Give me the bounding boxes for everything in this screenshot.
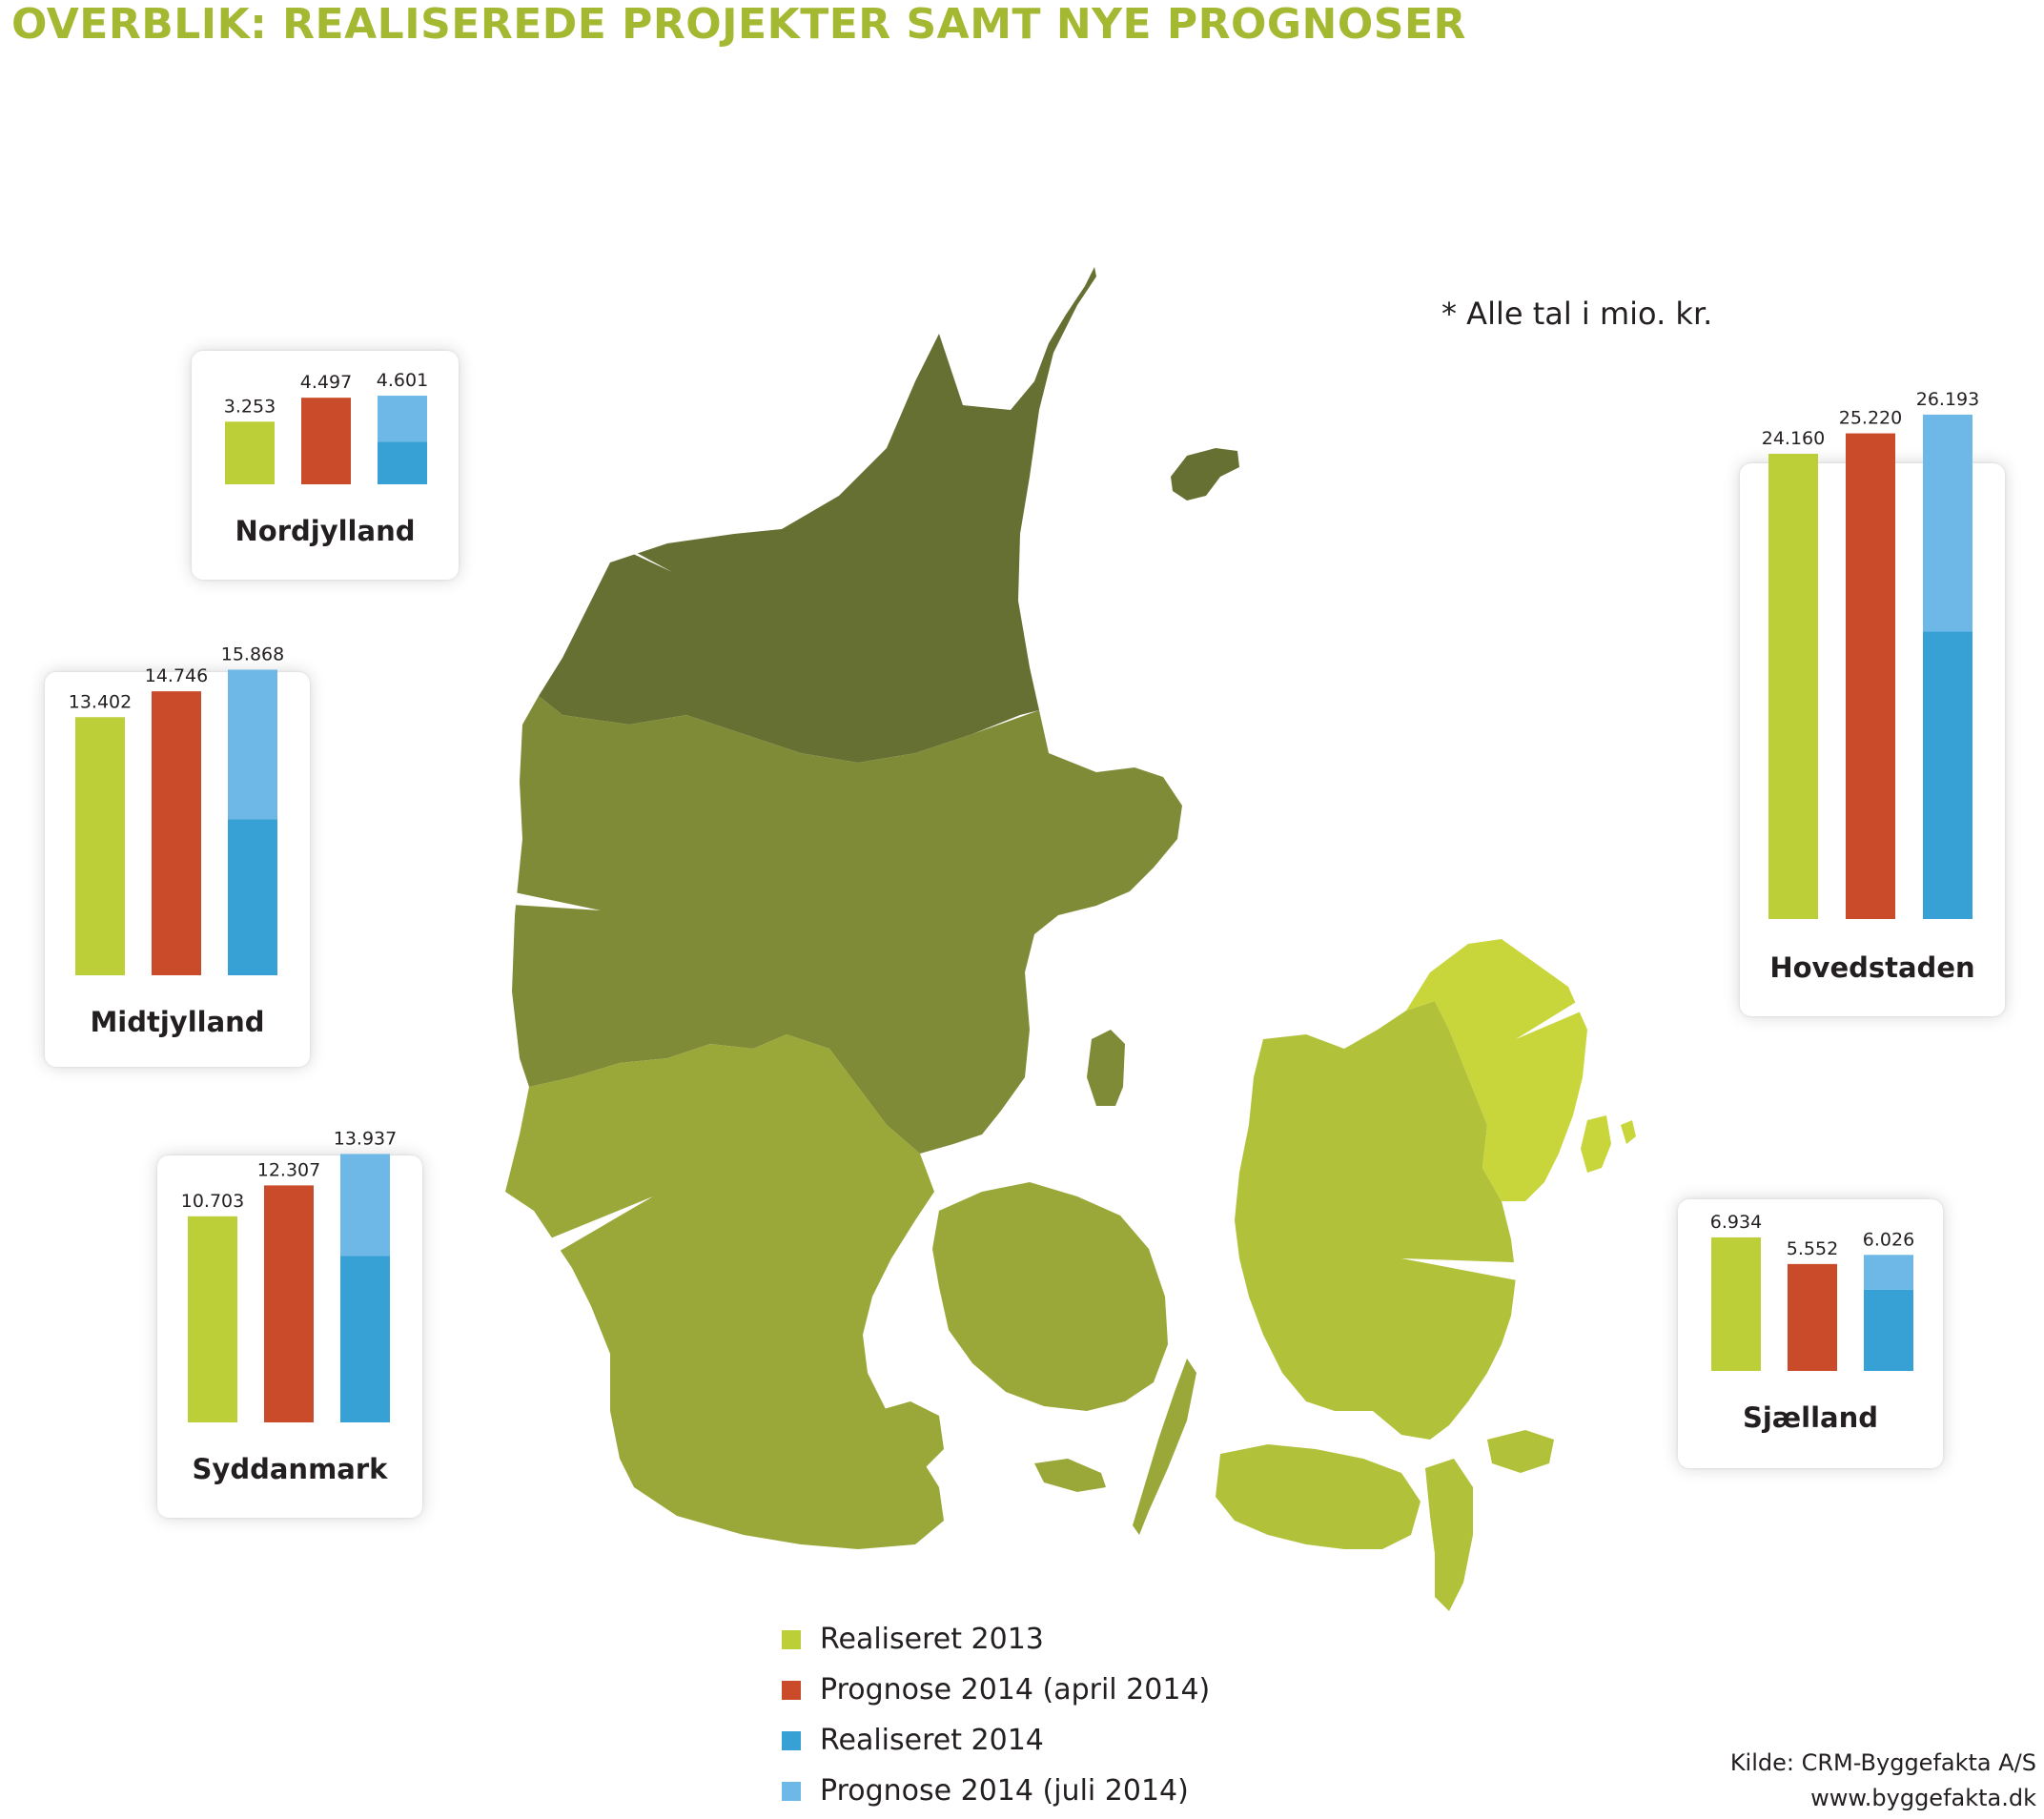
bar-hovedstaden-prognose-april-2014 bbox=[1846, 433, 1895, 919]
bars-hovedstaden: 24.160 25.220 26.193 bbox=[1762, 389, 1979, 919]
pointer-nordjylland bbox=[443, 448, 672, 572]
pointer-hovedstaden bbox=[1516, 901, 1740, 1039]
page-title: OVERBLIK: REALISEREDE PROJEKTER SAMT NYE… bbox=[11, 0, 1466, 49]
value-label-sjaelland: 6.934 bbox=[1710, 1212, 1762, 1233]
value-label-midtjylland: 15.868 bbox=[221, 644, 284, 664]
unit-note: * Alle tal i mio. kr. bbox=[1441, 296, 1713, 332]
bar-midtjylland-prognose-april-2014 bbox=[152, 691, 201, 975]
island-laesoe bbox=[1171, 448, 1239, 501]
bar-nordjylland-prognose-juli-2014 bbox=[378, 396, 427, 442]
island-lolland bbox=[1216, 1444, 1421, 1549]
value-label-midtjylland: 13.402 bbox=[69, 691, 132, 712]
legend-swatch bbox=[782, 1630, 801, 1649]
legend-label: Realiseret 2013 bbox=[820, 1623, 1044, 1656]
bar-syddanmark-realiseret-2013 bbox=[188, 1216, 237, 1422]
bar-syddanmark-prognose-juli-2014 bbox=[340, 1154, 390, 1257]
bar-midtjylland-realiseret-2014 bbox=[228, 819, 277, 975]
bar-sjaelland-prognose-april-2014 bbox=[1788, 1263, 1837, 1371]
bar-nordjylland-realiseret-2013 bbox=[225, 421, 275, 484]
legend-label: Realiseret 2014 bbox=[820, 1724, 1044, 1757]
panel-title-syddanmark: Syddanmark bbox=[192, 1453, 388, 1485]
value-label-sjaelland: 6.026 bbox=[1863, 1229, 1914, 1250]
pointer-sjaelland bbox=[1401, 1258, 1678, 1311]
panel-nordjylland: 3.253 4.497 4.601 Nordjylland bbox=[192, 351, 459, 580]
value-label-nordjylland: 4.601 bbox=[377, 370, 428, 391]
panel-title-nordjylland: Nordjylland bbox=[235, 515, 416, 547]
island-amager bbox=[1581, 1115, 1611, 1173]
bar-nordjylland-prognose-april-2014 bbox=[301, 398, 351, 484]
legend-swatch bbox=[782, 1681, 801, 1700]
bar-hovedstaden-realiseret-2013 bbox=[1768, 453, 1818, 919]
bar-hovedstaden-realiseret-2014 bbox=[1923, 631, 1972, 919]
value-label-nordjylland: 3.253 bbox=[224, 396, 276, 417]
island-moen bbox=[1487, 1430, 1554, 1473]
panel-title-sjaelland: Sjælland bbox=[1742, 1401, 1879, 1434]
value-label-hovedstaden: 25.220 bbox=[1839, 408, 1902, 429]
bar-hovedstaden-prognose-juli-2014 bbox=[1923, 414, 1972, 632]
bar-midtjylland-prognose-juli-2014 bbox=[228, 669, 277, 820]
value-label-hovedstaden: 24.160 bbox=[1762, 428, 1825, 449]
bar-midtjylland-realiseret-2013 bbox=[75, 717, 125, 975]
source-line-1: Kilde: CRM-Byggefakta A/S bbox=[1729, 1749, 2036, 1776]
region-midtjylland bbox=[512, 696, 1182, 1154]
region-fyn bbox=[932, 1182, 1168, 1411]
value-label-syddanmark: 10.703 bbox=[181, 1191, 244, 1212]
bar-sjaelland-realiseret-2014 bbox=[1864, 1289, 1913, 1371]
bar-syddanmark-prognose-april-2014 bbox=[264, 1185, 314, 1422]
bar-syddanmark-realiseret-2014 bbox=[340, 1256, 390, 1422]
panel-syddanmark: 10.703 12.307 13.937 Syddanmark bbox=[157, 1128, 422, 1518]
island-anholt bbox=[1621, 1120, 1636, 1144]
region-hovedstaden bbox=[1406, 939, 1587, 1201]
bar-sjaelland-prognose-juli-2014 bbox=[1864, 1255, 1913, 1290]
legend-swatch bbox=[782, 1731, 801, 1750]
bar-sjaelland-realiseret-2013 bbox=[1711, 1237, 1761, 1371]
island-samsoe bbox=[1087, 1030, 1125, 1106]
island-falster bbox=[1425, 1459, 1473, 1611]
value-label-syddanmark: 13.937 bbox=[334, 1128, 397, 1149]
panel-sjaelland: 6.934 5.552 6.026 Sjælland bbox=[1678, 1199, 1943, 1468]
panel-title-midtjylland: Midtjylland bbox=[90, 1006, 265, 1038]
source-line-2: www.byggefakta.dk bbox=[1810, 1785, 2036, 1811]
legend-label: Prognose 2014 (juli 2014) bbox=[820, 1774, 1189, 1808]
value-label-hovedstaden: 26.193 bbox=[1916, 389, 1979, 410]
island-aeroe bbox=[1034, 1459, 1106, 1492]
value-label-sjaelland: 5.552 bbox=[1787, 1238, 1838, 1259]
bars-nordjylland: 3.253 4.497 4.601 bbox=[224, 370, 428, 484]
legend-label: Prognose 2014 (april 2014) bbox=[820, 1673, 1211, 1707]
panel-title-hovedstaden: Hovedstaden bbox=[1769, 951, 1975, 984]
bars-sjaelland: 6.934 5.552 6.026 bbox=[1710, 1212, 1914, 1371]
bars-midtjylland: 13.402 14.746 15.868 bbox=[69, 644, 284, 975]
pointer-midtjylland bbox=[305, 848, 601, 910]
value-label-nordjylland: 4.497 bbox=[300, 372, 352, 393]
pointer-syddanmark bbox=[419, 1196, 653, 1330]
island-langeland bbox=[1133, 1359, 1196, 1535]
value-label-midtjylland: 14.746 bbox=[145, 665, 208, 686]
panel-midtjylland: 13.402 14.746 15.868 Midtjylland bbox=[45, 644, 310, 1067]
legend-swatch bbox=[782, 1782, 801, 1801]
value-label-syddanmark: 12.307 bbox=[257, 1159, 320, 1180]
region-nordjylland bbox=[539, 267, 1096, 763]
region-syddanmark-jutland bbox=[505, 1034, 944, 1549]
bars-syddanmark: 10.703 12.307 13.937 bbox=[181, 1128, 397, 1422]
bar-nordjylland-realiseret-2014 bbox=[378, 441, 427, 484]
island-als bbox=[877, 1401, 944, 1468]
panel-hovedstaden: 24.160 25.220 26.193 Hovedstaden bbox=[1740, 389, 2005, 1016]
region-sjaelland bbox=[1235, 1001, 1516, 1440]
